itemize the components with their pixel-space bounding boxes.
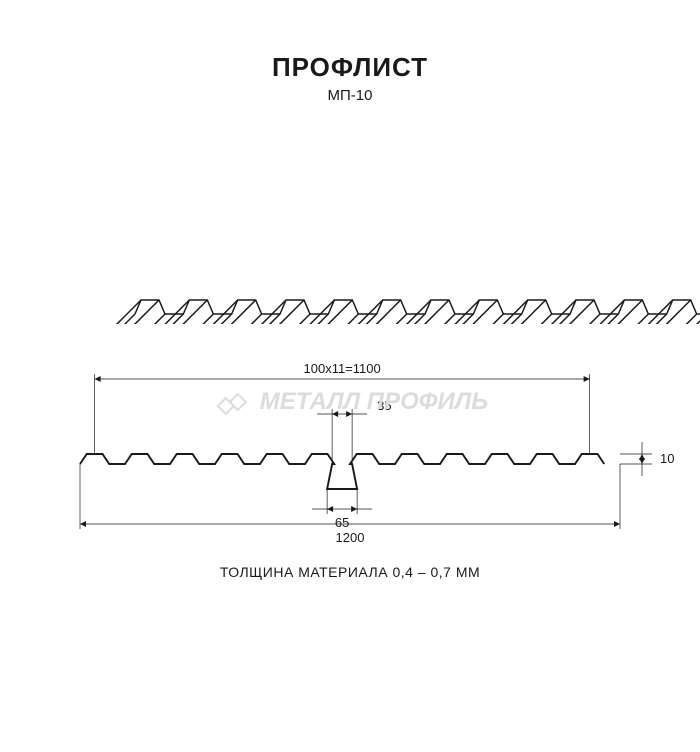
page-title: ПРОФЛИСТ	[0, 52, 700, 83]
footer-text: ТОЛЩИНА МАТЕРИАЛА 0,4 – 0,7 ММ	[0, 564, 700, 580]
perspective-drawing	[0, 124, 700, 324]
svg-text:10: 10	[660, 451, 674, 466]
svg-text:35: 35	[377, 398, 391, 413]
page-subtitle: МП-10	[0, 87, 700, 104]
svg-text:100х11=1100: 100х11=1100	[304, 361, 381, 376]
svg-text:65: 65	[335, 515, 349, 530]
section-drawing: 100х11=11003565101200AB	[0, 324, 700, 554]
svg-text:1200: 1200	[336, 530, 365, 545]
